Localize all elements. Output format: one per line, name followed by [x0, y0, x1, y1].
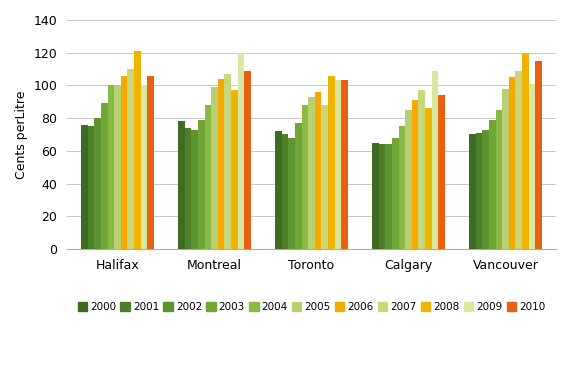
- Y-axis label: Cents perLitre: Cents perLitre: [15, 90, 28, 179]
- Bar: [418, 90, 425, 249]
- Bar: [341, 80, 348, 249]
- Bar: [535, 61, 542, 249]
- Bar: [489, 120, 495, 249]
- Bar: [101, 103, 108, 249]
- Bar: [231, 90, 238, 249]
- Bar: [302, 105, 308, 249]
- Bar: [211, 87, 218, 249]
- Bar: [321, 105, 328, 249]
- Bar: [438, 95, 445, 249]
- Bar: [385, 144, 392, 249]
- Bar: [205, 105, 211, 249]
- Bar: [412, 100, 418, 249]
- Bar: [405, 110, 412, 249]
- Bar: [528, 84, 535, 249]
- Bar: [335, 80, 341, 249]
- Bar: [502, 89, 509, 249]
- Bar: [392, 138, 398, 249]
- Bar: [238, 53, 244, 249]
- Bar: [147, 75, 154, 249]
- Bar: [469, 134, 476, 249]
- Bar: [81, 125, 88, 249]
- Bar: [315, 92, 321, 249]
- Bar: [522, 53, 528, 249]
- Bar: [224, 74, 231, 249]
- Bar: [198, 120, 205, 249]
- Bar: [108, 85, 114, 249]
- Bar: [432, 71, 438, 249]
- Bar: [398, 126, 405, 249]
- Bar: [372, 142, 379, 249]
- Bar: [328, 75, 335, 249]
- Bar: [379, 144, 385, 249]
- Bar: [178, 122, 185, 249]
- Bar: [295, 123, 302, 249]
- Bar: [288, 138, 295, 249]
- Bar: [185, 128, 191, 249]
- Bar: [218, 79, 224, 249]
- Bar: [114, 85, 121, 249]
- Bar: [308, 97, 315, 249]
- Bar: [476, 133, 483, 249]
- Bar: [282, 134, 288, 249]
- Bar: [509, 77, 515, 249]
- Bar: [425, 108, 432, 249]
- Bar: [141, 85, 147, 249]
- Bar: [515, 71, 522, 249]
- Bar: [134, 51, 141, 249]
- Bar: [276, 131, 282, 249]
- Bar: [191, 130, 198, 249]
- Bar: [88, 126, 95, 249]
- Legend: 2000, 2001, 2002, 2003, 2004, 2005, 2006, 2007, 2008, 2009, 2010: 2000, 2001, 2002, 2003, 2004, 2005, 2006…: [78, 303, 545, 312]
- Bar: [495, 110, 502, 249]
- Bar: [128, 69, 134, 249]
- Bar: [483, 130, 489, 249]
- Bar: [244, 71, 251, 249]
- Bar: [121, 75, 128, 249]
- Bar: [95, 118, 101, 249]
